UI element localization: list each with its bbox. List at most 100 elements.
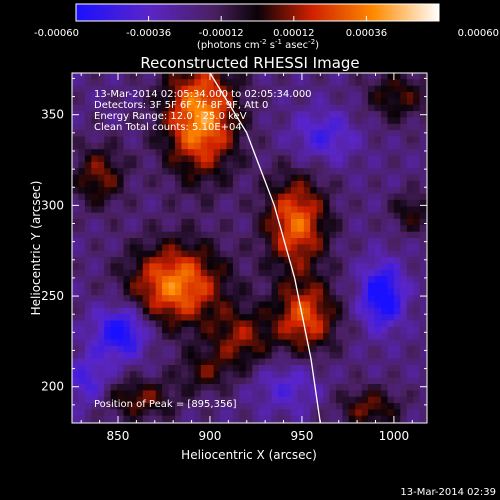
heatmap-cell	[290, 92, 298, 99]
heatmap-cell	[142, 187, 150, 195]
heatmap-cell	[78, 130, 86, 137]
heatmap-cell	[361, 168, 369, 176]
heatmap-cell	[239, 371, 247, 379]
heatmap-cell	[433, 244, 440, 251]
heatmap-cell	[232, 180, 240, 188]
heatmap-cell	[149, 263, 157, 271]
heatmap-cell	[181, 180, 189, 188]
heatmap-cell	[330, 428, 337, 435]
heatmap-cell	[329, 187, 337, 195]
heatmap-cell	[413, 180, 421, 188]
colorbar-ticks: -0.00060 -0.00036 -0.00012 0.00012 0.00036 0.…	[34, 16, 499, 39]
heatmap-cell	[104, 219, 112, 226]
heatmap-cell	[213, 288, 221, 296]
heatmap-cell	[78, 142, 86, 150]
heatmap-cell	[142, 155, 150, 163]
heatmap-cell	[155, 225, 163, 233]
heatmap-cell	[258, 326, 266, 334]
heatmap-cell	[323, 142, 331, 150]
heatmap-cell	[162, 276, 170, 283]
heatmap-cell	[316, 403, 324, 410]
heatmap-cell	[271, 180, 279, 188]
heatmap-cell	[110, 231, 118, 239]
heatmap-cell	[91, 415, 99, 423]
heatmap-cell	[142, 130, 150, 137]
heatmap-cell	[284, 288, 292, 296]
heatmap-cell	[84, 149, 92, 157]
heatmap-cell	[297, 415, 305, 423]
heatmap-cell	[78, 396, 86, 404]
heatmap-cell	[213, 73, 221, 80]
heatmap-cell	[258, 168, 266, 176]
heatmap-cell	[136, 98, 144, 106]
heatmap-cell	[226, 212, 234, 220]
heatmap-cell	[374, 104, 382, 112]
heatmap-cell	[98, 428, 105, 435]
heatmap-cell	[284, 206, 292, 214]
heatmap-cell	[387, 225, 395, 233]
heatmap-cell	[400, 307, 408, 315]
heatmap-cell	[78, 384, 86, 391]
heatmap-cell	[348, 142, 356, 150]
heatmap-cell	[413, 98, 421, 106]
heatmap-cell	[329, 333, 337, 341]
heatmap-cell	[168, 326, 176, 334]
heatmap-cell	[303, 187, 311, 195]
heatmap-cell	[97, 85, 105, 93]
heatmap-cell	[232, 307, 240, 315]
heatmap-cell	[245, 384, 253, 391]
heatmap-cell	[361, 352, 369, 360]
heatmap-cell	[374, 123, 382, 131]
heatmap-cell	[406, 219, 414, 226]
heatmap-cell	[342, 307, 350, 315]
heatmap-cell	[406, 257, 414, 264]
heatmap-cell	[387, 98, 395, 106]
heatmap-cell	[316, 168, 324, 176]
heatmap-cell	[239, 333, 247, 341]
heatmap-cell	[393, 73, 401, 80]
heatmap-cell	[194, 345, 202, 353]
heatmap-cell	[303, 244, 311, 252]
heatmap-cell	[348, 244, 356, 252]
heatmap-cell	[175, 155, 182, 163]
heatmap-cell	[419, 339, 427, 347]
heatmap-cell	[142, 333, 150, 341]
heatmap-cell	[252, 123, 260, 131]
heatmap-cell	[232, 371, 240, 379]
heatmap-cell	[162, 314, 170, 322]
heatmap-cell	[400, 365, 408, 372]
heatmap-cell	[361, 358, 369, 366]
heatmap-cell	[85, 428, 92, 435]
heatmap-cell	[316, 155, 324, 163]
heatmap-cell	[284, 199, 292, 207]
heatmap-cell	[149, 206, 157, 214]
heatmap-cell	[297, 193, 305, 201]
heatmap-cell	[168, 199, 176, 207]
heatmap-cell	[419, 307, 427, 315]
heatmap-cell	[175, 396, 182, 404]
heatmap-cell	[265, 199, 273, 207]
heatmap-cell	[303, 180, 311, 188]
heatmap-cell	[84, 219, 92, 226]
heatmap-cell	[78, 117, 86, 125]
heatmap-cell	[226, 193, 234, 201]
heatmap-cell	[316, 219, 324, 226]
heatmap-cell	[117, 206, 125, 214]
heatmap-cell	[278, 219, 285, 226]
heatmap-cell	[278, 104, 285, 112]
heatmap-cell	[265, 390, 273, 398]
heatmap-cell	[226, 326, 234, 334]
heatmap-cell	[232, 98, 240, 106]
heatmap-cell	[117, 199, 125, 207]
heatmap-cell	[361, 231, 369, 239]
heatmap-cell	[104, 187, 112, 195]
heatmap-cell	[181, 384, 189, 391]
heatmap-cell	[149, 326, 157, 334]
heatmap-cell	[181, 295, 189, 303]
heatmap-cell	[433, 289, 440, 296]
heatmap-cell	[406, 403, 414, 410]
heatmap-cell	[303, 111, 311, 118]
heatmap-cell	[123, 238, 131, 245]
heatmap-cell	[271, 199, 279, 207]
heatmap-cell	[123, 257, 131, 264]
